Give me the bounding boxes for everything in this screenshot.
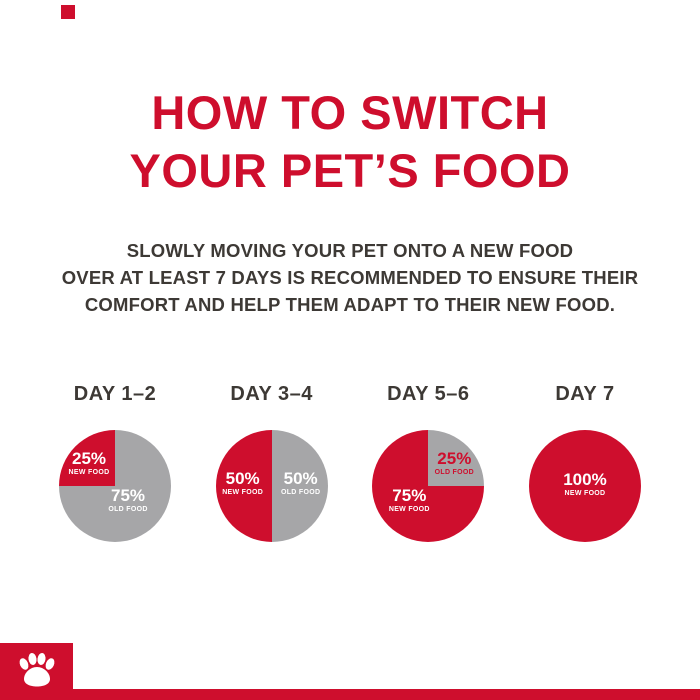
- slice-name: OLD FOOD: [280, 489, 321, 496]
- title-line-1: HOW TO SWITCH: [151, 86, 549, 139]
- slice-percent: 25%: [71, 449, 107, 468]
- slice-label-old-food: 75% OLD FOOD: [97, 486, 159, 514]
- pie-column-day-3-4: DAY 3–4 50% NEW FOOD 50% OLD FOOD: [202, 383, 342, 542]
- slice-name: OLD FOOD: [108, 506, 148, 513]
- slice-name: NEW FOOD: [68, 469, 110, 476]
- slice-label-old-food: 25% OLD FOOD: [428, 449, 480, 477]
- pie-column-day-1-2: DAY 1–2 25% NEW FOOD 75% OLD FOOD: [45, 383, 185, 542]
- pie-title-day-5-6: DAY 5–6: [387, 383, 470, 405]
- slice-label-new-food: 75% NEW FOOD: [378, 486, 440, 514]
- subtitle-line-1: SLOWLY MOVING YOUR PET ONTO A NEW FOOD: [126, 240, 574, 261]
- pie-title-day-3-4: DAY 3–4: [230, 383, 313, 405]
- pie-chart-day-7: 100% NEW FOOD: [528, 430, 641, 542]
- slice-percent: 75%: [110, 486, 146, 505]
- slice-label-new-food: 50% NEW FOOD: [216, 469, 270, 497]
- slice-name: OLD FOOD: [434, 469, 474, 476]
- subtitle-line-2: OVER AT LEAST 7 DAYS IS RECOMMENDED TO E…: [61, 267, 639, 288]
- slice-label-new-food: 100% NEW FOOD: [529, 470, 641, 498]
- footer-red-strip: [0, 689, 700, 700]
- slice-label-new-food: 25% NEW FOOD: [63, 449, 115, 477]
- royal-canin-paw-logo-icon: [15, 651, 59, 692]
- slice-name: NEW FOOD: [222, 489, 264, 496]
- subtitle-line-3: COMFORT AND HELP THEM ADAPT TO THEIR NEW…: [84, 294, 616, 315]
- slice-label-old-food: 50% OLD FOOD: [274, 469, 328, 497]
- slice-percent: 100%: [563, 470, 607, 489]
- pie-title-day-1-2: DAY 1–2: [73, 383, 157, 405]
- pie-chart-row: DAY 1–2 25% NEW FOOD 75% OLD FOOD DAY 3–…: [45, 383, 655, 542]
- corner-accent-square: [61, 5, 75, 19]
- pie-chart-day-5-6: 25% OLD FOOD 75% NEW FOOD: [372, 430, 485, 542]
- slice-name: NEW FOOD: [388, 506, 430, 513]
- pie-chart-day-3-4: 50% NEW FOOD 50% OLD FOOD: [215, 430, 328, 542]
- title-line-2: YOUR PET’S FOOD: [129, 144, 571, 197]
- slice-percent: 50%: [283, 469, 318, 488]
- slice-percent: 25%: [437, 449, 472, 468]
- slice-percent: 75%: [392, 486, 427, 505]
- slice-name: NEW FOOD: [564, 490, 606, 497]
- pie-title-day-7: DAY 7: [555, 383, 615, 405]
- pie-chart-day-1-2: 25% NEW FOOD 75% OLD FOOD: [59, 430, 171, 542]
- page-title: HOW TO SWITCH YOUR PET’S FOOD: [0, 84, 700, 200]
- footer-logo-box: [0, 643, 73, 700]
- slice-percent: 50%: [225, 469, 260, 488]
- pie-column-day-5-6: DAY 5–6 25% OLD FOOD 75% NEW FOOD: [358, 383, 498, 542]
- subtitle: SLOWLY MOVING YOUR PET ONTO A NEW FOOD O…: [0, 237, 700, 318]
- pie-column-day-7: DAY 7 100% NEW FOOD: [515, 383, 655, 542]
